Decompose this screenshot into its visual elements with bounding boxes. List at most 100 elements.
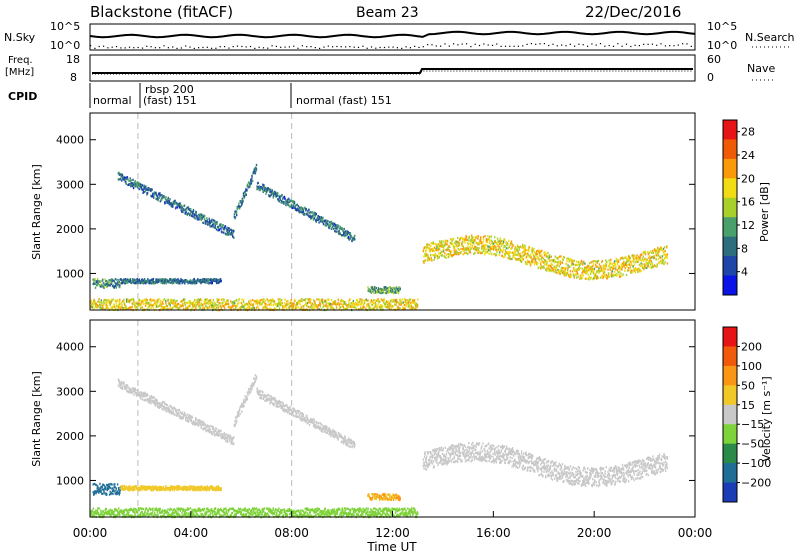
scatter-cell bbox=[144, 392, 146, 395]
scatter-cell bbox=[259, 303, 261, 306]
scatter-cell bbox=[543, 266, 545, 269]
scatter-cell bbox=[590, 276, 592, 279]
scatter-cell bbox=[125, 387, 127, 390]
scatter-cell bbox=[405, 305, 407, 308]
scatter-cell bbox=[298, 301, 301, 304]
scatter-cell bbox=[528, 249, 530, 252]
scatter-cell bbox=[431, 242, 434, 245]
scatter-cell bbox=[176, 409, 178, 412]
scatter-cell bbox=[644, 266, 647, 269]
scatter-cell bbox=[205, 299, 207, 302]
scatter-cell bbox=[524, 250, 526, 253]
scatter-cell bbox=[587, 273, 589, 276]
scatter-cell bbox=[286, 199, 288, 202]
scatter-cell bbox=[367, 289, 370, 293]
scatter-cell bbox=[573, 268, 575, 271]
scatter-cell bbox=[274, 398, 277, 401]
scatter-cell bbox=[292, 414, 295, 417]
scatter-cell bbox=[301, 207, 303, 210]
scatter-cell bbox=[507, 257, 509, 260]
scatter-cell bbox=[253, 382, 255, 385]
scatter-cell bbox=[203, 300, 206, 303]
colorbar-swatch bbox=[723, 217, 737, 238]
scatter-cell bbox=[126, 387, 128, 390]
noise-search-point bbox=[154, 47, 156, 49]
noise-search-point bbox=[677, 44, 679, 46]
scatter-cell bbox=[316, 422, 318, 425]
scatter-cell bbox=[196, 216, 198, 219]
scatter-cell bbox=[155, 279, 157, 282]
scatter-cell bbox=[574, 269, 577, 272]
noise-search-point bbox=[215, 47, 217, 49]
scatter-cell bbox=[586, 271, 588, 274]
scatter-cell bbox=[98, 489, 101, 493]
scatter-cell bbox=[107, 281, 109, 284]
scatter-cell bbox=[598, 263, 601, 266]
scatter-cell bbox=[572, 263, 574, 266]
scatter-cell bbox=[642, 257, 644, 260]
scatter-cell bbox=[273, 194, 275, 197]
scatter-cell bbox=[636, 254, 638, 257]
scatter-cell bbox=[294, 207, 297, 210]
scatter-cell bbox=[654, 248, 657, 251]
scatter-cell bbox=[346, 444, 349, 447]
scatter-cell bbox=[455, 249, 457, 252]
noise-search-point bbox=[634, 44, 636, 46]
scatter-cell bbox=[430, 242, 432, 245]
noise-left-tick-high: 10^5 bbox=[50, 20, 80, 33]
scatter-cell bbox=[446, 243, 448, 246]
scatter-cell bbox=[158, 405, 160, 408]
scatter-cell bbox=[224, 301, 226, 304]
scatter-cell bbox=[661, 255, 664, 258]
noise-search-point bbox=[409, 47, 411, 49]
scatter-cell bbox=[461, 243, 463, 246]
scatter-cell bbox=[165, 196, 167, 199]
frequency-tick-low: 8 bbox=[70, 71, 77, 84]
scatter-cell bbox=[167, 196, 169, 199]
scatter-cell bbox=[291, 302, 293, 305]
scatter-cell bbox=[508, 245, 510, 248]
scatter-cell bbox=[164, 402, 167, 405]
scatter-cell bbox=[224, 225, 227, 228]
scatter-cell bbox=[454, 247, 456, 250]
scatter-cell bbox=[517, 250, 519, 253]
scatter-cell bbox=[473, 246, 476, 249]
scatter-cell bbox=[274, 192, 276, 195]
scatter-cell bbox=[610, 266, 612, 269]
scatter-cell bbox=[351, 239, 353, 242]
scatter-cell bbox=[325, 426, 327, 429]
scatter-cell bbox=[620, 266, 622, 269]
scatter-cell bbox=[277, 304, 279, 308]
scatter-cell bbox=[515, 254, 517, 257]
scatter-cell bbox=[385, 286, 387, 289]
scatter-cell bbox=[356, 303, 358, 306]
scatter-cell bbox=[220, 227, 222, 230]
scatter-cell bbox=[113, 286, 115, 289]
scatter-cell bbox=[437, 256, 439, 259]
scatter-cell bbox=[441, 254, 444, 257]
scatter-cell bbox=[269, 188, 272, 191]
scatter-cell bbox=[263, 189, 265, 193]
scatter-cell bbox=[215, 228, 218, 231]
scatter-cell bbox=[262, 391, 264, 394]
scatter-cell bbox=[321, 218, 324, 221]
scatter-cell bbox=[225, 433, 228, 436]
scatter-cell bbox=[202, 278, 204, 281]
scatter-cell bbox=[600, 269, 602, 272]
scatter-cell bbox=[92, 483, 94, 486]
scatter-cell bbox=[569, 273, 571, 276]
scatter-cell bbox=[225, 230, 228, 233]
scatter-cell bbox=[249, 182, 251, 185]
scatter-cell bbox=[174, 199, 176, 202]
scatter-cell bbox=[523, 254, 526, 257]
scatter-cell bbox=[318, 216, 321, 219]
scatter-cell bbox=[187, 308, 189, 311]
scatter-cell bbox=[160, 405, 162, 408]
scatter-cell bbox=[241, 199, 243, 203]
scatter-cell bbox=[544, 251, 546, 254]
scatter-cell bbox=[292, 413, 294, 416]
scatter-cell bbox=[385, 301, 387, 305]
scatter-cell bbox=[617, 260, 620, 264]
scatter-cell bbox=[186, 301, 189, 305]
